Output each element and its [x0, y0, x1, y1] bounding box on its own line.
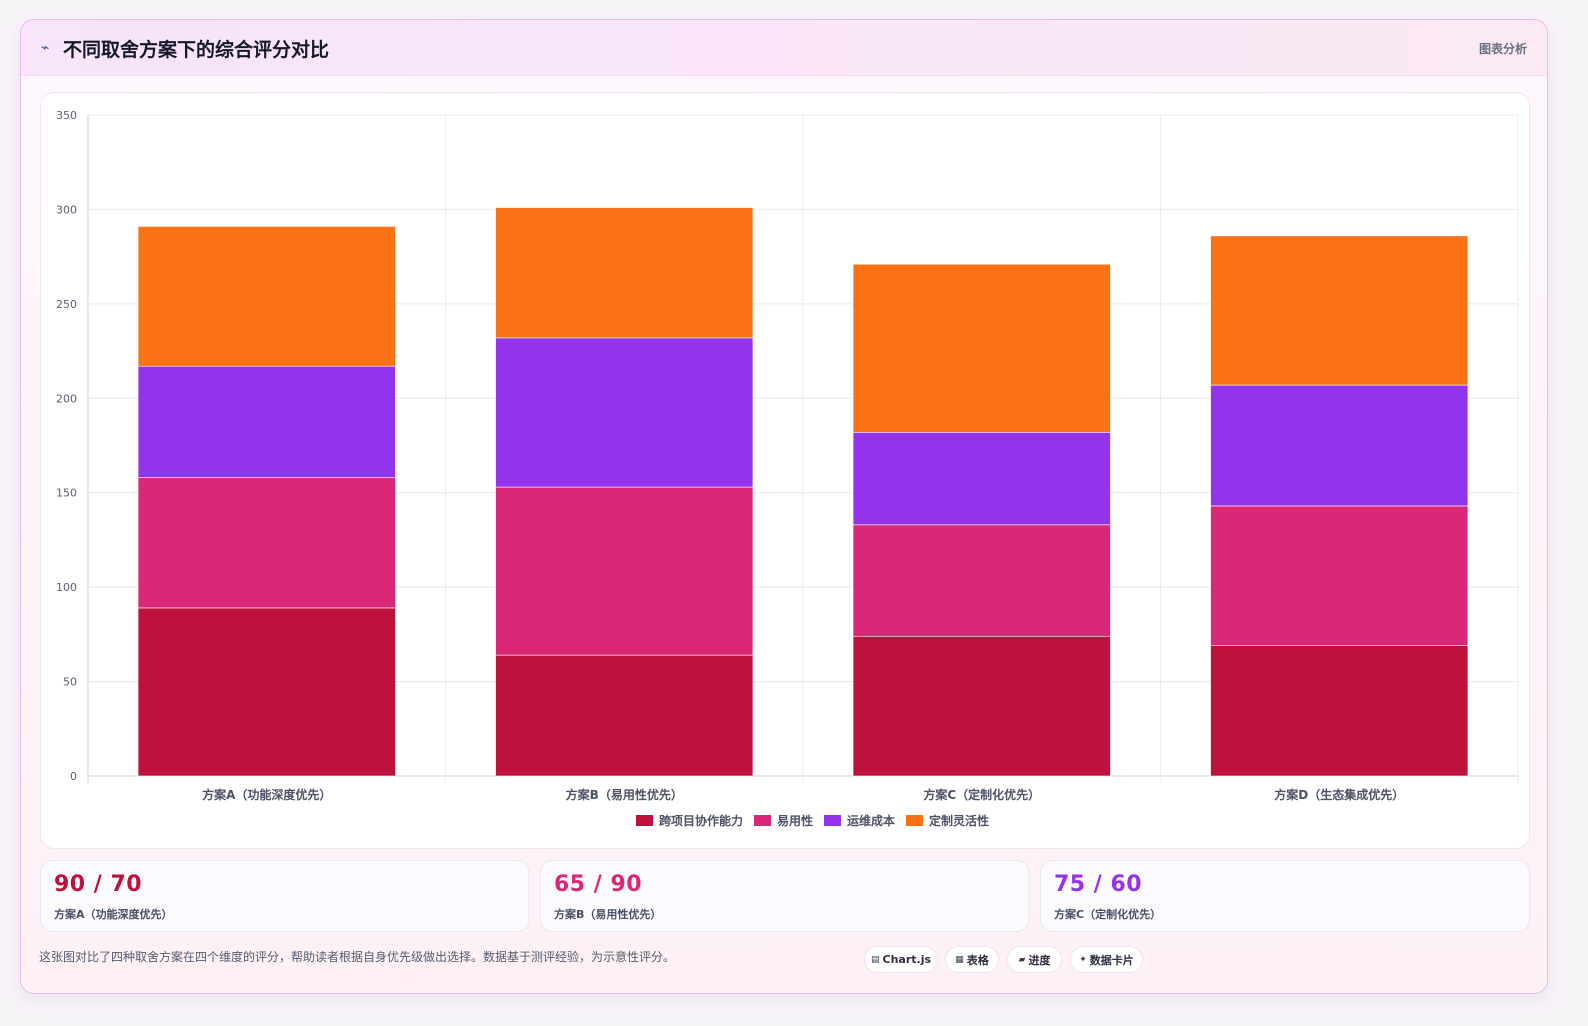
card-header: ⌁ 不同取舍方案下的综合评分对比 图表分析 [21, 20, 1547, 76]
bar-segment [852, 431, 1111, 526]
bar-segment [495, 654, 754, 777]
progress-icon: ▰ [1018, 954, 1026, 965]
x-tick-label: 方案D（生态集成优先） [1274, 787, 1404, 802]
legend-swatch [754, 815, 771, 826]
trend-line-icon: ⌁ [41, 40, 50, 56]
bar-segment [137, 226, 396, 367]
bar-segment [1210, 235, 1469, 386]
x-tick-label: 方案B（易用性优先） [566, 787, 683, 802]
bar-segment [137, 477, 396, 609]
chart-icon: ▤ [870, 954, 880, 965]
bar-segment [852, 635, 1111, 777]
bar-segment [1210, 645, 1469, 777]
pill-table[interactable]: ▦ 表格 [945, 946, 999, 973]
y-tick-label: 250 [56, 298, 77, 311]
y-tick-label: 300 [56, 203, 77, 216]
bar-segment [852, 263, 1111, 433]
bar-segment [495, 207, 754, 339]
y-tick-label: 50 [63, 676, 77, 689]
x-tick-label: 方案A（功能深度优先） [202, 787, 331, 802]
chart-title: 不同取舍方案下的综合评分对比 [63, 39, 330, 61]
pill-data-card[interactable]: ✦ 数据卡片 [1070, 946, 1143, 973]
y-tick-label: 150 [56, 487, 77, 500]
chart-panel: 0 50 100 150 200 250 300 350 方案A（功能深度优先） 方案B（易用性优… [40, 92, 1530, 849]
bar-segment [1210, 384, 1469, 507]
stat-label: 方案B（易用性优先） [554, 908, 662, 921]
y-tick-label: 0 [70, 770, 77, 783]
bar-segment [852, 524, 1111, 637]
pill-label: Chart.js [882, 953, 932, 966]
stat-card-c: 75 / 60 方案C（定制化优先） [1040, 860, 1530, 932]
stacked-bar-chart: 0 50 100 150 200 250 300 350 方案A（功能深度优先） 方案B（易用性优… [56, 109, 1519, 828]
header-tag: 图表分析 [1478, 42, 1527, 56]
legend-label: 运维成本 [847, 813, 895, 828]
pill-label: 数据卡片 [1089, 953, 1134, 967]
sparkle-icon: ✦ [1079, 954, 1087, 965]
bar-segment [137, 607, 396, 777]
bar-segment [495, 337, 754, 488]
stat-value: 65 / 90 [554, 872, 643, 897]
stat-value: 75 / 60 [1054, 872, 1143, 897]
bar-segment [1210, 505, 1469, 646]
y-tick-label: 350 [56, 109, 77, 122]
stat-label: 方案A（功能深度优先） [54, 908, 173, 921]
y-tick-label: 200 [56, 392, 77, 405]
legend-label: 跨项目协作能力 [659, 813, 743, 828]
legend-swatch [824, 815, 841, 826]
stat-card-b: 65 / 90 方案B（易用性优先） [540, 860, 1029, 932]
y-tick-label: 100 [56, 581, 77, 594]
bar-segment [495, 486, 754, 656]
pill-chartjs[interactable]: ▤ Chart.js [864, 946, 938, 973]
legend-swatch [636, 815, 653, 826]
x-tick-label: 方案C（定制化优先） [923, 787, 1040, 802]
pill-progress[interactable]: ▰ 进度 [1007, 946, 1062, 973]
legend-label: 定制灵活性 [929, 813, 989, 828]
table-icon: ▦ [955, 954, 964, 965]
bar-segment [137, 365, 396, 478]
legend-label: 易用性 [777, 813, 813, 828]
chart-card: ⌁ 不同取舍方案下的综合评分对比 图表分析 0 50 100 150 200 250 300… [20, 19, 1548, 994]
stat-label: 方案C（定制化优先） [1054, 908, 1162, 921]
legend-swatch [906, 815, 923, 826]
stat-card-a: 90 / 70 方案A（功能深度优先） [40, 860, 529, 932]
pill-label: 表格 [966, 953, 989, 967]
pill-label: 进度 [1028, 953, 1051, 967]
stat-value: 90 / 70 [54, 872, 143, 897]
footnote: 这张图对比了四种取舍方案在四个维度的评分，帮助读者根据自身优先级做出选择。数据基… [39, 950, 676, 964]
